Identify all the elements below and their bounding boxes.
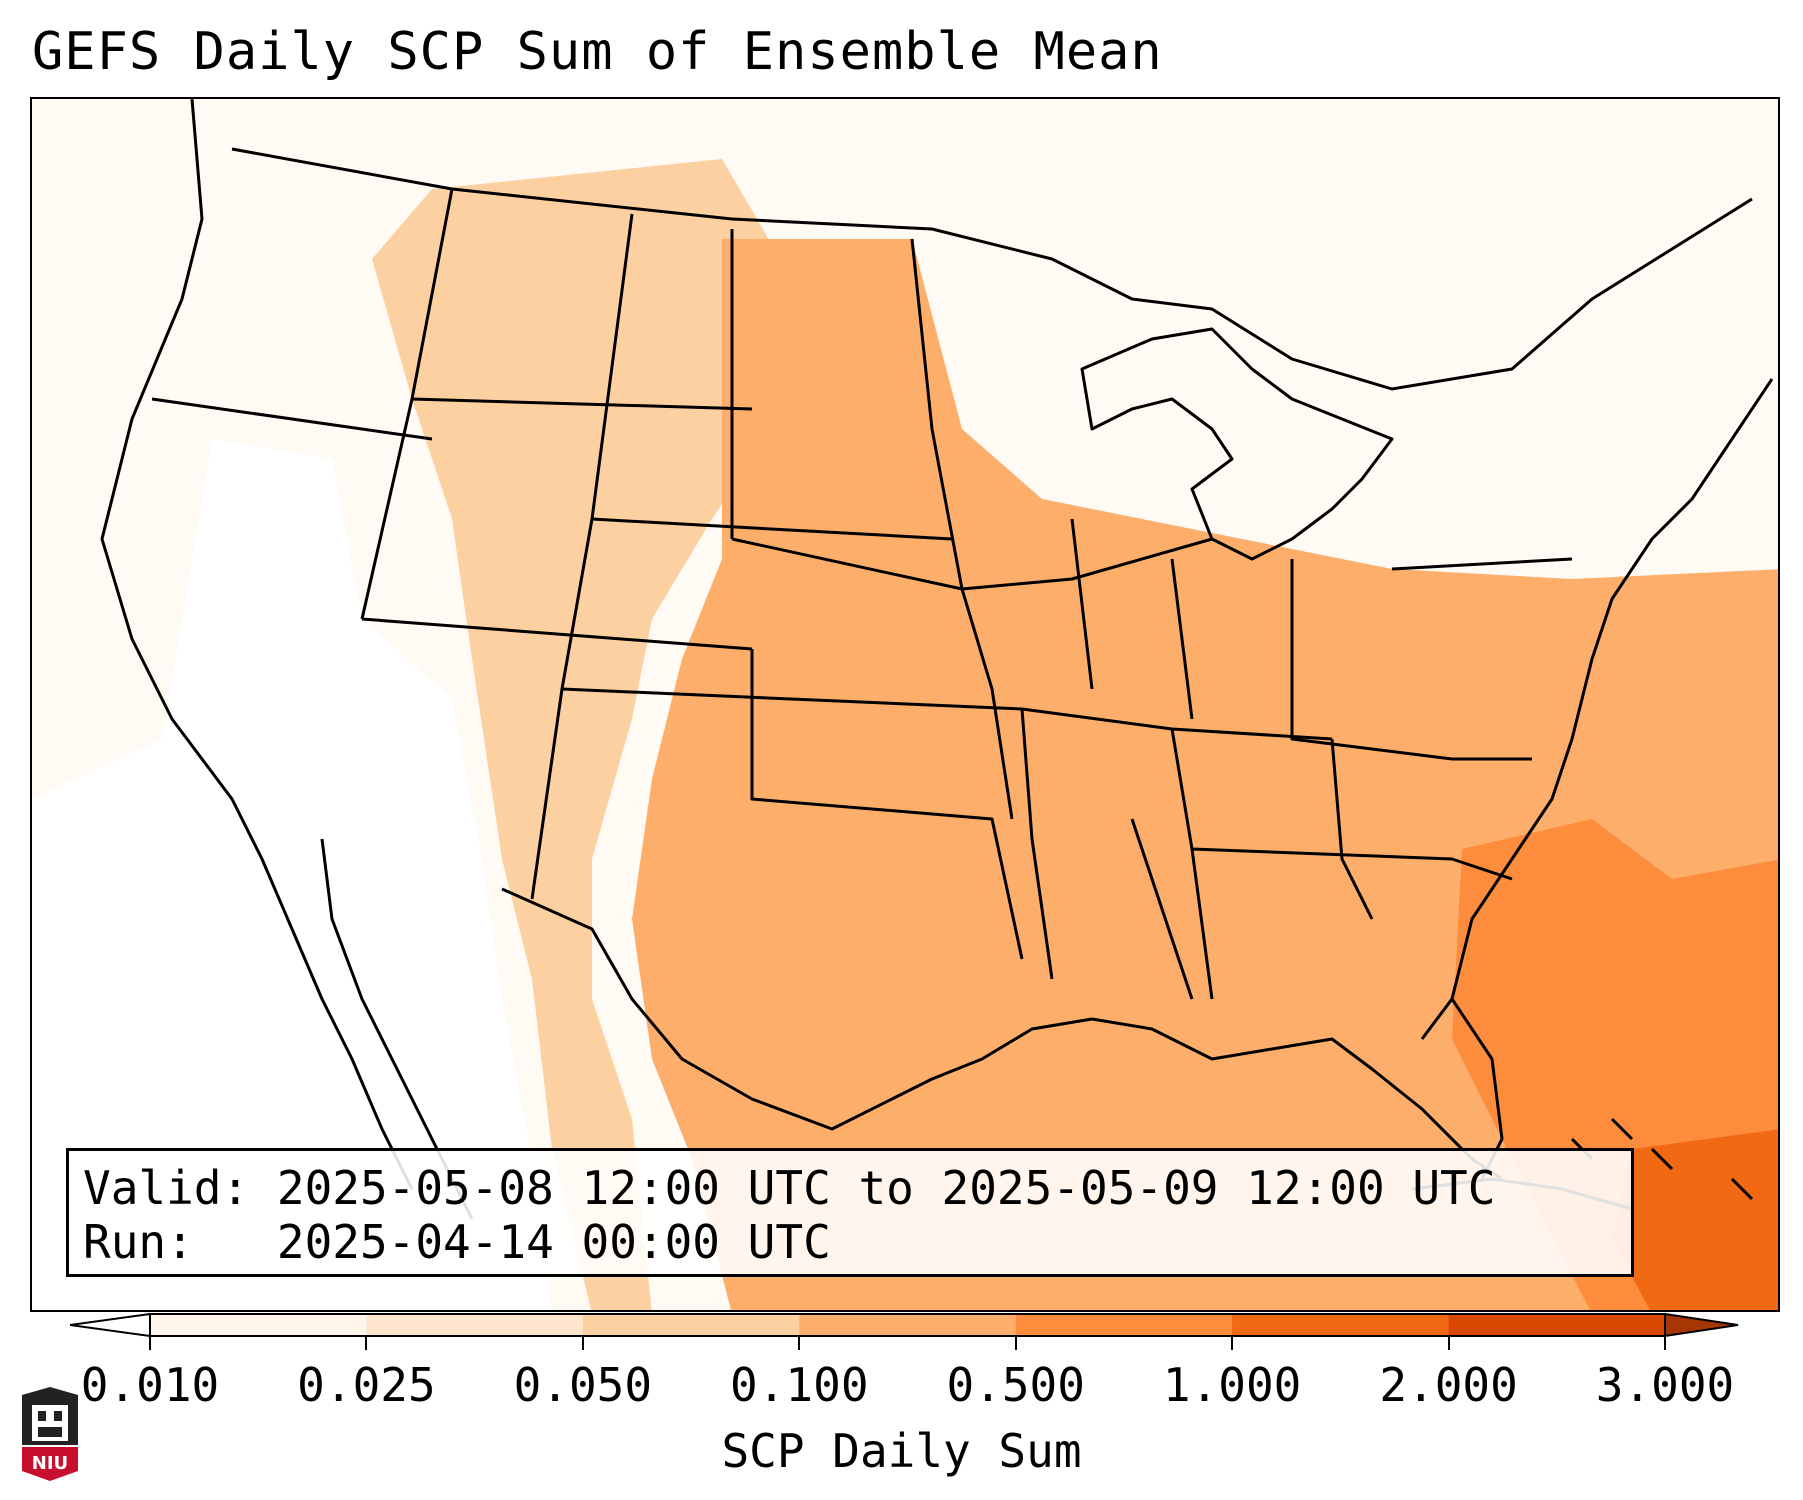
- colorbar-tick-mark: [365, 1336, 368, 1350]
- colorbar-segment: [366, 1314, 584, 1336]
- valid-label: Valid:: [83, 1161, 250, 1215]
- colorbar: [70, 1312, 1739, 1338]
- valid-value: 2025-05-08 12:00 UTC to 2025-05-09 12:00…: [276, 1161, 1496, 1215]
- scp-field: [32, 99, 1778, 1310]
- colorbar-tick-mark: [1447, 1336, 1450, 1350]
- east-coast: [1450, 378, 1774, 1000]
- colorbar-tick-mark: [798, 1336, 801, 1350]
- colorbar-tick-mark: [149, 1336, 151, 1350]
- niu-logo-icon: NIU: [22, 1387, 78, 1481]
- colorbar-tick-label: 0.010: [80, 1358, 220, 1412]
- scp-region-none: [32, 439, 552, 1310]
- canada-border: [231, 147, 1753, 391]
- scp-region-light: [372, 159, 792, 1310]
- colorbar-segment: [1232, 1314, 1450, 1336]
- colorbar-tick-label: 0.025: [297, 1358, 436, 1412]
- colorbar-segment: [799, 1314, 1017, 1336]
- colorbar-tick-label: 0.100: [730, 1358, 869, 1412]
- state-lines: [151, 188, 1573, 1000]
- great-lakes: [1080, 327, 1394, 561]
- coastline-west: [100, 99, 414, 1190]
- colorbar-outline: [149, 1313, 1666, 1337]
- colorbar-tick-label: 3.000: [1595, 1358, 1735, 1412]
- colorbar-segment: [150, 1314, 367, 1336]
- colorbar-tick-mark: [1014, 1336, 1017, 1350]
- run-label: Run:: [83, 1215, 194, 1269]
- colorbar-tick-label: 2.000: [1379, 1358, 1518, 1412]
- colorbar-tick-label: 0.050: [513, 1358, 653, 1412]
- colorbar-tick-label: 1.000: [1162, 1358, 1302, 1412]
- chart-title: GEFS Daily SCP Sum of Ensemble Mean: [32, 22, 1163, 82]
- gulf-coast: [501, 887, 1503, 1181]
- colorbar-tick-mark: [581, 1336, 584, 1350]
- colorbar-under-arrow: [70, 1312, 151, 1338]
- colorbar-label: SCP Daily Sum: [721, 1424, 1082, 1478]
- colorbar-tick-label: 0.500: [946, 1358, 1085, 1412]
- colorbar-tick-mark: [1664, 1336, 1666, 1350]
- colorbar-segment: [1448, 1314, 1666, 1336]
- colorbar-segment: [582, 1314, 800, 1336]
- colorbar-tick-mark: [1231, 1336, 1234, 1350]
- info-box: Valid: 2025-05-08 12:00 UTC to 2025-05-0…: [66, 1148, 1634, 1277]
- map-panel: [30, 97, 1780, 1312]
- colorbar-over-arrow: [1664, 1312, 1739, 1338]
- scp-region-highest: [1612, 1129, 1778, 1310]
- scp-map: [32, 99, 1778, 1310]
- colorbar-segment: [1015, 1314, 1233, 1336]
- svg-text:NIU: NIU: [32, 1453, 68, 1474]
- run-value: 2025-04-14 00:00 UTC: [276, 1215, 831, 1269]
